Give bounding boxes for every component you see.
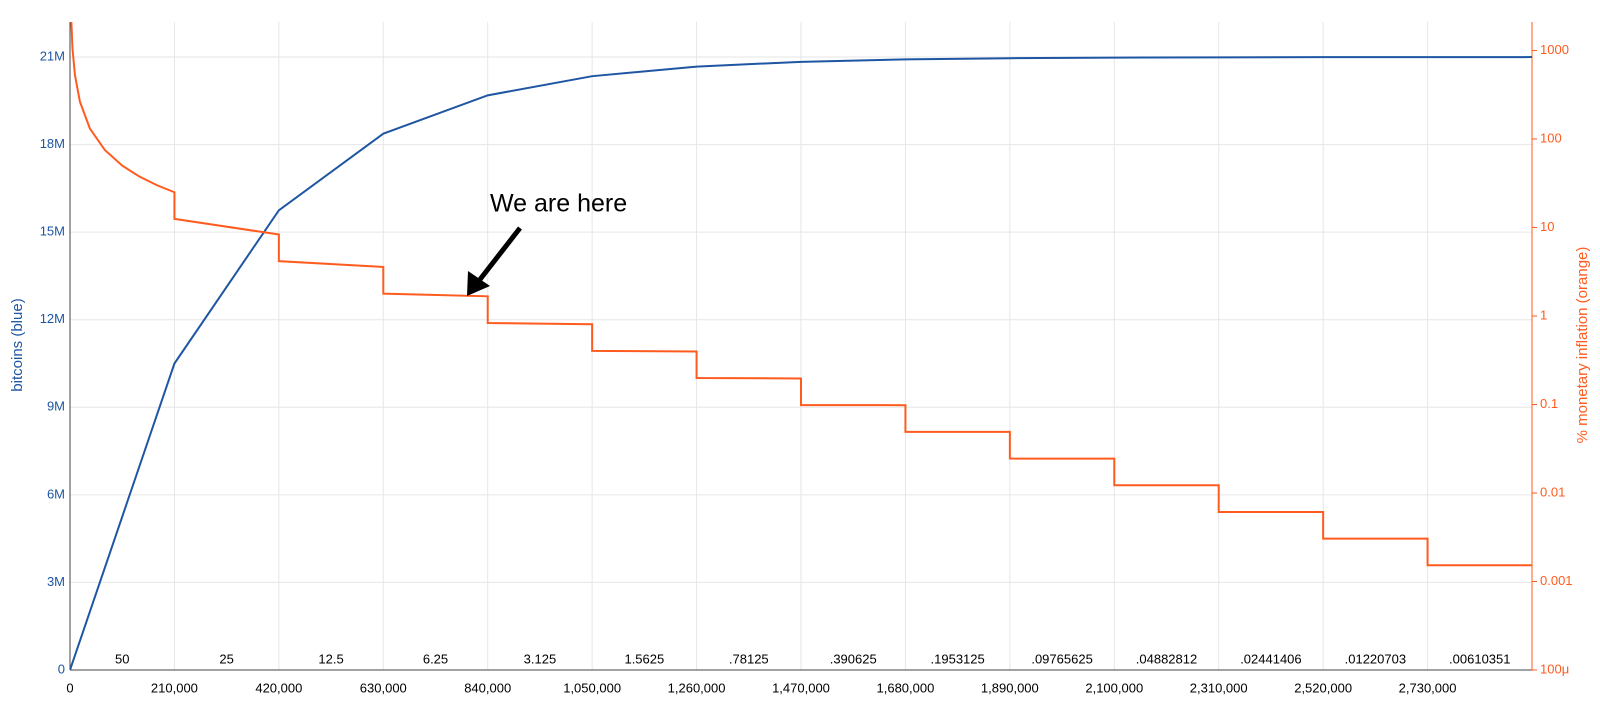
era-reward-label: .02441406 bbox=[1240, 651, 1301, 666]
era-reward-label: 3.125 bbox=[524, 651, 557, 666]
arrow-head bbox=[467, 271, 490, 296]
x-tick-label: 2,310,000 bbox=[1190, 680, 1248, 695]
y2-tick-label: 1000 bbox=[1540, 42, 1569, 57]
x-tick-label: 840,000 bbox=[464, 680, 511, 695]
y-tick-label: 21M bbox=[40, 48, 65, 63]
era-reward-label: .09765625 bbox=[1031, 651, 1092, 666]
y2-tick-label: 0.01 bbox=[1540, 484, 1565, 499]
era-reward-label: 6.25 bbox=[423, 651, 448, 666]
x-tick-label: 630,000 bbox=[360, 680, 407, 695]
era-reward-label: .390625 bbox=[830, 651, 877, 666]
era-reward-label: .78125 bbox=[729, 651, 769, 666]
y2-axis-title: % monetary inflation (orange) bbox=[1574, 247, 1591, 444]
x-tick-label: 1,050,000 bbox=[563, 680, 621, 695]
era-reward-label: 50 bbox=[115, 651, 129, 666]
y2-tick-label: 100 bbox=[1540, 130, 1562, 145]
x-tick-label: 1,260,000 bbox=[668, 680, 726, 695]
y-axis-title: bitcoins (blue) bbox=[9, 298, 26, 391]
y2-tick-label: 0.001 bbox=[1540, 573, 1573, 588]
era-reward-label: .04882812 bbox=[1136, 651, 1197, 666]
y-tick-label: 3M bbox=[47, 574, 65, 589]
x-tick-label: 1,890,000 bbox=[981, 680, 1039, 695]
x-tick-label: 2,520,000 bbox=[1294, 680, 1352, 695]
era-reward-label: .01220703 bbox=[1345, 651, 1406, 666]
x-tick-label: 420,000 bbox=[255, 680, 302, 695]
y2-tick-label: 100μ bbox=[1540, 661, 1569, 676]
era-reward-label: .1953125 bbox=[931, 651, 985, 666]
series-line bbox=[70, 22, 1532, 567]
y-tick-label: 6M bbox=[47, 486, 65, 501]
y2-tick-label: 10 bbox=[1540, 219, 1554, 234]
era-reward-label: 1.5625 bbox=[624, 651, 664, 666]
y-tick-label: 9M bbox=[47, 399, 65, 414]
series-line bbox=[70, 56, 1532, 670]
y-tick-label: 12M bbox=[40, 311, 65, 326]
era-reward-label: 25 bbox=[219, 651, 233, 666]
x-tick-label: 2,100,000 bbox=[1085, 680, 1143, 695]
arrow-shaft bbox=[476, 226, 522, 284]
x-tick-label: 210,000 bbox=[151, 680, 198, 695]
x-tick-label: 1,470,000 bbox=[772, 680, 830, 695]
annotation: We are here bbox=[467, 190, 627, 296]
era-reward-label: 12.5 bbox=[318, 651, 343, 666]
y-tick-label: 0 bbox=[58, 661, 65, 676]
era-reward-label: .00610351 bbox=[1449, 651, 1510, 666]
annotation-text: We are here bbox=[490, 190, 627, 218]
y2-tick-label: 0.1 bbox=[1540, 396, 1558, 411]
x-tick-label: 0 bbox=[66, 680, 73, 695]
x-tick-label: 2,730,000 bbox=[1399, 680, 1457, 695]
y-tick-label: 18M bbox=[40, 136, 65, 151]
y2-tick-label: 1 bbox=[1540, 307, 1547, 322]
y-tick-label: 15M bbox=[40, 224, 65, 239]
x-tick-label: 1,680,000 bbox=[877, 680, 935, 695]
